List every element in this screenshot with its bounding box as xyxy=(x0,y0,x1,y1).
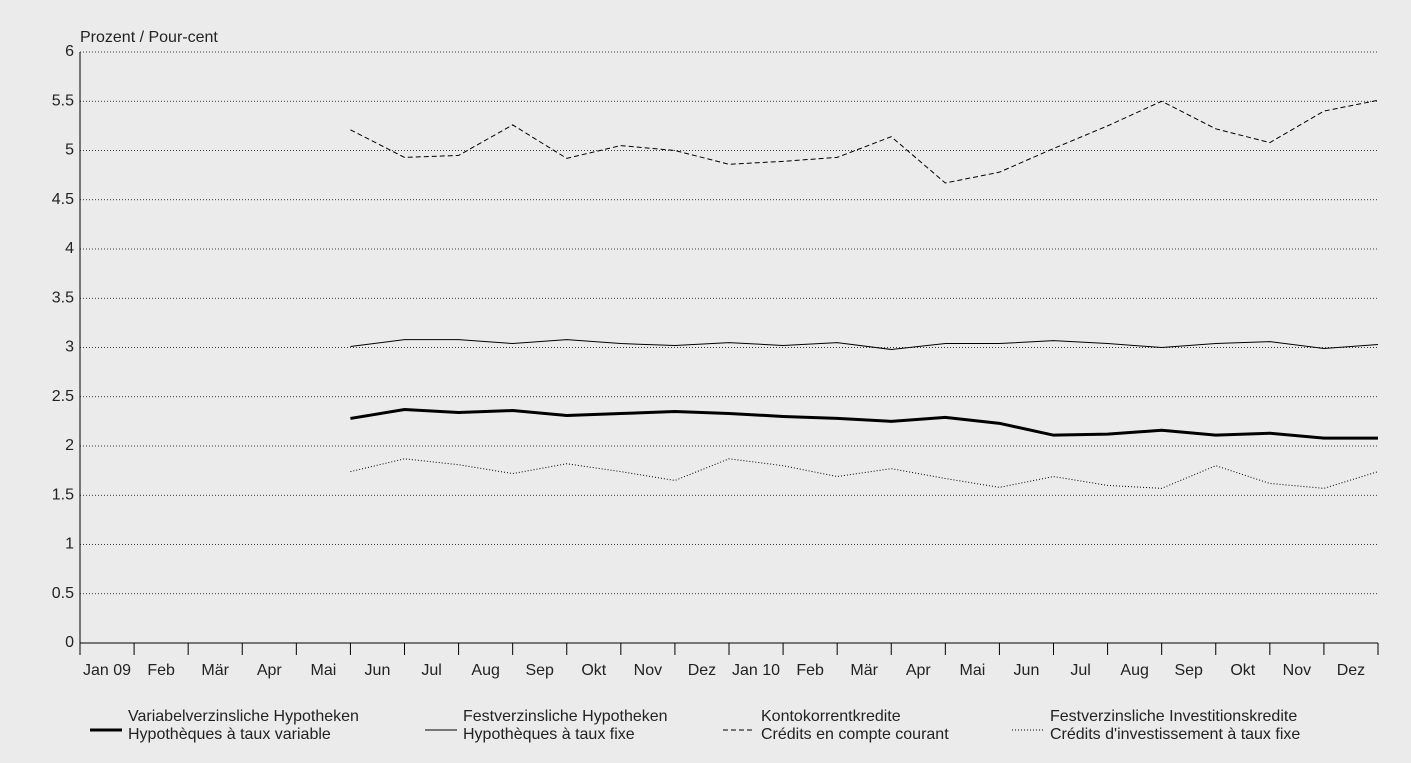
legend-label: Variabelverzinsliche Hypotheken xyxy=(128,708,359,725)
y-tick-label: 5 xyxy=(65,142,74,159)
x-tick-label: Nov xyxy=(1283,662,1311,679)
legend-label: Hypothèques à taux fixe xyxy=(463,726,635,743)
series-line xyxy=(350,99,1379,184)
x-tick-label: Jan 10 xyxy=(732,662,780,679)
x-tick-label: Apr xyxy=(257,662,283,679)
x-tick-label: Mai xyxy=(959,662,985,679)
y-tick-label: 0.5 xyxy=(52,585,74,602)
y-tick-label: 3 xyxy=(65,339,74,356)
legend-label: Crédits en compte courant xyxy=(761,726,949,743)
x-tick-label: Mär xyxy=(850,662,878,679)
x-tick-label: Okt xyxy=(1230,662,1255,679)
x-tick-label: Okt xyxy=(581,662,606,679)
x-tick-label: Mär xyxy=(201,662,229,679)
y-tick-label: 2.5 xyxy=(52,388,74,405)
x-tick-label: Feb xyxy=(796,662,824,679)
y-tick-label: 2 xyxy=(65,437,74,454)
x-tick-label: Aug xyxy=(1120,662,1148,679)
legend-label: Festverzinsliche Investitionskredite xyxy=(1050,708,1297,725)
legend-label: Festverzinsliche Hypotheken xyxy=(463,708,668,725)
y-tick-label: 0 xyxy=(65,634,74,651)
y-tick-label: 4 xyxy=(65,240,74,257)
y-tick-label: 5.5 xyxy=(52,92,74,109)
x-tick-label: Jun xyxy=(1014,662,1040,679)
x-tick-label: Apr xyxy=(906,662,932,679)
legend-label: Kontokorrentkredite xyxy=(761,708,901,725)
x-tick-label: Nov xyxy=(634,662,662,679)
series-line xyxy=(350,408,1378,440)
y-tick-label: 1.5 xyxy=(52,486,74,503)
legend-label: Hypothèques à taux variable xyxy=(128,726,331,743)
y-tick-label: 4.5 xyxy=(52,191,74,208)
y-axis-label: Prozent / Pour-cent xyxy=(80,29,218,46)
y-tick-label: 1 xyxy=(65,536,74,553)
legend-label: Crédits d'investissement à taux fixe xyxy=(1050,726,1300,743)
x-tick-label: Sep xyxy=(525,662,554,679)
x-tick-label: Jan 09 xyxy=(83,662,131,679)
x-tick-label: Jul xyxy=(421,662,441,679)
x-tick-label: Dez xyxy=(688,662,716,679)
x-tick-label: Mai xyxy=(310,662,336,679)
y-tick-label: 6 xyxy=(65,43,74,60)
y-tick-label: 3.5 xyxy=(52,289,74,306)
x-tick-label: Aug xyxy=(471,662,499,679)
x-tick-label: Feb xyxy=(147,662,175,679)
x-tick-label: Jul xyxy=(1070,662,1090,679)
x-tick-label: Dez xyxy=(1337,662,1365,679)
x-tick-label: Jun xyxy=(365,662,391,679)
series-line xyxy=(350,339,1379,350)
x-tick-label: Sep xyxy=(1174,662,1203,679)
